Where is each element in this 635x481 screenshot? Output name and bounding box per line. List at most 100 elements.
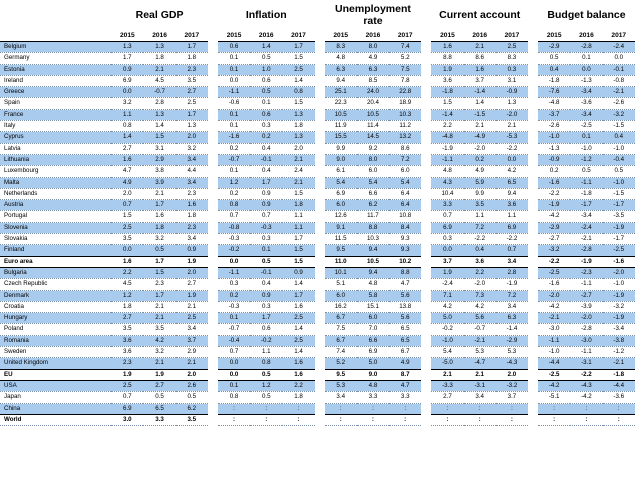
country-name: Italy [0, 120, 112, 133]
value-cell: 0.1 [217, 312, 251, 325]
country-name: World [0, 413, 112, 427]
value-cell: 7.3 [463, 290, 496, 302]
year-header: 2015 [431, 30, 464, 42]
value-cell: : [250, 403, 283, 415]
value-cell: 14.5 [356, 131, 390, 144]
value-cell: 1.1 [282, 210, 315, 223]
value-cell: 1.7 [175, 41, 208, 54]
value-cell: 8.4 [389, 222, 422, 235]
value-cell: -2.1 [463, 335, 496, 348]
country-name: Estonia [0, 64, 112, 76]
value-cell: 6.0 [324, 199, 357, 212]
value-cell: -1.1 [217, 86, 251, 99]
value-cell: 3.4 [175, 154, 208, 167]
value-cell: 6.0 [324, 290, 357, 302]
value-cell: 3.5 [175, 413, 208, 427]
value-cell: : [389, 413, 422, 427]
value-cell: -3.2 [602, 109, 635, 122]
value-cell: -2.7 [538, 233, 571, 246]
country-name: Hungary [0, 312, 112, 325]
value-cell: -2.2 [538, 255, 571, 268]
value-cell: 2.1 [143, 312, 176, 325]
value-cell: 1.7 [175, 109, 208, 122]
value-cell: -2.4 [570, 222, 603, 235]
value-cell: 0.2 [217, 143, 251, 155]
value-cell: 1.6 [143, 210, 176, 223]
table-row: Austria 0.7 1.7 1.6 0.8 0.9 1.8 6.0 6.2 6.4 3.3 3.5… [0, 199, 635, 212]
value-cell: 25.1 [324, 86, 357, 99]
value-cell: 5.0 [356, 357, 390, 370]
group-header-real-gdp: Real GDP [135, 9, 184, 21]
value-cell: -1.9 [570, 255, 603, 268]
value-cell: 3.5 [143, 323, 176, 336]
value-cell: 0.4 [250, 278, 283, 291]
value-cell: -1.0 [538, 346, 571, 359]
value-cell: -2.5 [570, 120, 603, 133]
value-cell: 0.5 [538, 52, 571, 65]
value-cell: 2.1 [495, 120, 529, 133]
value-cell: 3.2 [143, 233, 176, 246]
table-row: USA 2.5 2.7 2.6 0.1 1.2 2.2 5.3 4.8 4.7 -3.3 -3.1 -3… [0, 379, 635, 393]
value-cell: 2.0 [175, 266, 208, 280]
country-name: Slovakia [0, 233, 112, 246]
value-cell: 1.4 [463, 97, 496, 110]
value-cell: : [463, 403, 496, 415]
value-cell: -1.6 [538, 177, 571, 189]
country-name: Romania [0, 335, 112, 348]
value-cell: -1.3 [570, 75, 603, 88]
value-cell: 10.1 [324, 266, 357, 280]
value-cell: 5.2 [389, 52, 422, 65]
value-cell: 6.3 [356, 64, 390, 76]
value-cell: -1.5 [602, 188, 635, 201]
value-cell: 0.1 [217, 120, 251, 133]
value-cell: -4.3 [495, 357, 529, 370]
value-cell: 0.7 [431, 210, 464, 223]
value-cell: 2.5 [495, 41, 529, 54]
table-row: Lithuania 1.6 2.9 3.4 -0.7 -0.1 2.1 9.0 8.0 7.2 -1… [0, 154, 635, 167]
value-cell: -2.0 [602, 266, 635, 280]
value-cell: 2.2 [463, 266, 496, 280]
table-row: Cyprus 1.4 1.5 2.0 -1.6 0.2 1.3 15.5 14.5 13.2 -4.… [0, 131, 635, 144]
value-cell: 1.3 [175, 120, 208, 133]
value-cell: 24.0 [356, 86, 390, 99]
table-row: Hungary 2.7 2.1 2.5 0.1 1.7 2.5 6.7 6.0 5.6 5.0 5.6… [0, 312, 635, 325]
value-cell: 7.4 [324, 346, 357, 359]
value-cell: 0.6 [250, 323, 283, 336]
value-cell: 1.6 [282, 368, 315, 381]
table-row: United Kingdom 2.3 2.1 2.1 0.0 0.8 1.6 5.2 5.0 4.… [0, 357, 635, 370]
value-cell: : [538, 403, 571, 415]
value-cell: 0.4 [250, 165, 283, 178]
value-cell: -1.4 [495, 323, 529, 336]
value-cell: 1.8 [111, 301, 144, 314]
value-cell: -1.0 [570, 143, 603, 155]
value-cell: 2.9 [143, 154, 176, 167]
country-name: France [0, 109, 112, 122]
value-cell: 2.0 [282, 143, 315, 155]
value-cell: 6.9 [356, 346, 390, 359]
value-cell: 6.7 [324, 335, 357, 348]
value-cell: -1.3 [538, 143, 571, 155]
value-cell: 6.2 [175, 403, 208, 415]
value-cell: 3.5 [463, 199, 496, 212]
value-cell: 5.3 [324, 379, 357, 393]
value-cell: -3.4 [602, 323, 635, 336]
value-cell: : [570, 403, 603, 415]
year-header: 2015 [111, 30, 144, 42]
value-cell: 1.6 [282, 301, 315, 314]
country-name: Lithuania [0, 154, 112, 167]
value-cell: 0.5 [250, 391, 283, 404]
value-cell: 8.6 [389, 143, 422, 155]
value-cell: 2.1 [143, 64, 176, 76]
value-cell: 0.2 [250, 131, 283, 144]
value-cell: 5.6 [389, 290, 422, 302]
value-cell: 4.5 [143, 75, 176, 88]
value-cell: 1.5 [111, 210, 144, 223]
year-header: 2016 [570, 30, 603, 42]
country-name: Belgium [0, 41, 112, 54]
country-name: Poland [0, 323, 112, 336]
value-cell: 0.2 [217, 290, 251, 302]
value-cell: 3.6 [111, 346, 144, 359]
value-cell: -1.2 [602, 346, 635, 359]
value-cell: -1.0 [602, 278, 635, 291]
value-cell: 1.4 [250, 41, 283, 54]
